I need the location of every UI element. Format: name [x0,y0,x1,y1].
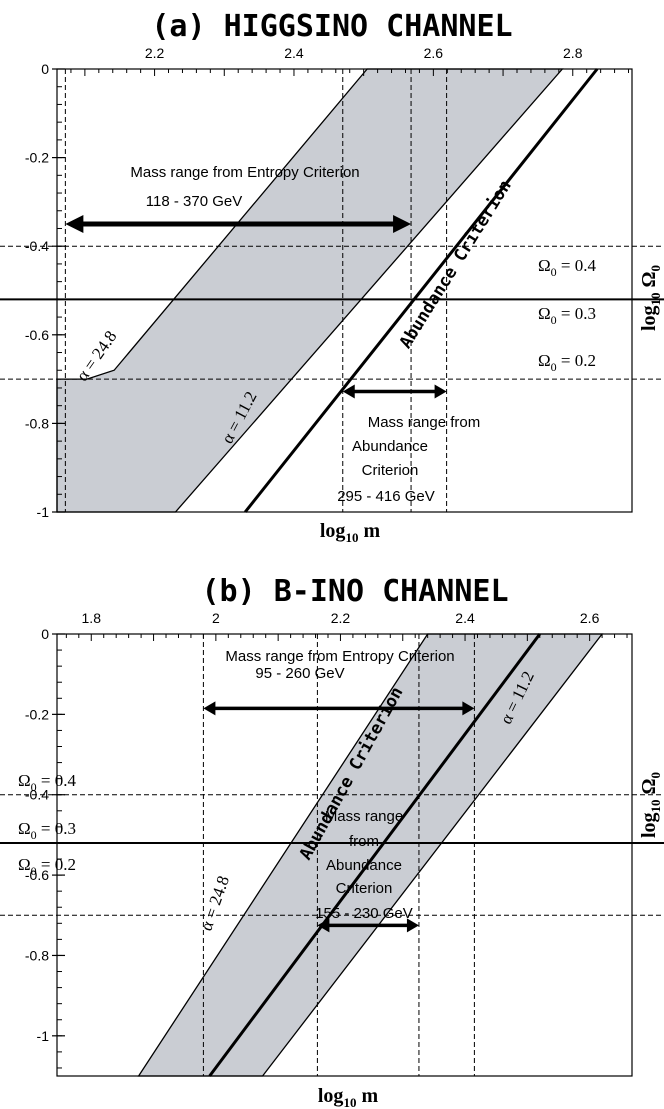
panel-a-omega-0-2: Ω0 = 0.2 [538,351,596,374]
panel-b-x-tick-label: 2.4 [455,610,475,626]
panel-a-abundance-label-1: Mass range from [368,414,481,431]
panel-b-omega-0-2: Ω0 = 0.2 [18,855,76,878]
panel-b-alpha-24-8: α = 24.8 [197,873,233,933]
panel-b-abundance-range: 155 - 230 GeV [315,905,413,922]
panel-a-entropy-label: Mass range from Entropy Criterion [130,164,359,181]
panel-b-y-axis-label: log10 Ω0 [638,772,663,838]
panel-b-abundance-label-3: Abundance [326,857,402,874]
panel-b-abundance-label-1: Mass range [325,808,403,825]
panel-b-mass-range-arrow-0 [203,701,475,716]
panel-a-x-axis-label: log10 m [320,520,381,545]
panel-b-mass-range-arrow-1 [317,918,419,933]
panel-a-abundance-range: 295 - 416 GeV [337,488,435,505]
panel-b-entropy-range: 95 - 260 GeV [255,665,344,682]
panel-a-omega-0-3: Ω0 = 0.3 [538,304,596,327]
panel-b-bino: (b) B-INO CHANNEL 1.8 2 2.2 2.4 2.6 0 -0.2 -0.4… [0,574,664,1109]
panel-b-y-tick-label: -1 [37,1028,50,1044]
panel-b-alpha-band [137,633,604,1077]
panel-a-y-axis-label: log10 Ω0 [638,265,663,331]
panel-b-y-tick-label: 0 [41,626,49,642]
panel-b-x-axis-label: log10 m [318,1085,379,1109]
panel-a-y-tick-label: 0 [41,61,49,77]
panel-a-abundance-label-3: Criterion [362,462,419,479]
panel-a-mass-range-arrow-1 [342,384,447,399]
panel-b-x-tick-label: 2.2 [331,610,351,626]
panel-b-omega-0-4: Ω0 = 0.4 [18,771,76,794]
panel-b-title: (b) B-INO CHANNEL [201,574,508,609]
panel-b-abundance-label-2: from [349,833,379,850]
panel-a-entropy-range: 118 - 370 GeV [146,193,242,210]
panel-a-y-tick-label: -0.6 [25,327,49,343]
panel-a-alpha-band [56,68,564,513]
panel-a-title: (a) HIGGSINO CHANNEL [151,9,512,44]
panel-a-x-tick-label: 2.6 [424,45,444,61]
panel-b-plot-frame [56,633,633,1077]
panel-a-x-tick-label: 2.8 [563,45,583,61]
panel-a-abundance-criterion-line [244,68,599,513]
panel-a-x-tick-label: 2.4 [284,45,304,61]
panel-b-y-tick-label: -0.2 [25,706,49,722]
panel-a-mass-range-arrow-0 [65,215,412,234]
panel-a-x-tick-label: 2.2 [145,45,165,61]
panel-a-y-tick-label: -0.2 [25,150,49,166]
panel-b-abundance-label-4: Criterion [336,880,393,897]
panel-b-abundance-criterion-line [208,633,542,1077]
panel-a-plot-frame [56,68,633,513]
panel-b-omega-0-3: Ω0 = 0.3 [18,819,76,842]
panel-b-x-tick-label: 1.8 [82,610,102,626]
panel-b-y-tick-label: -0.6 [25,867,49,883]
panel-b-x-tick-label: 2.6 [580,610,600,626]
panel-b-y-tick-label: -0.4 [25,787,49,803]
panel-a-y-tick-label: -1 [37,504,50,520]
panel-a-omega-0-4: Ω0 = 0.4 [538,256,596,279]
panel-b-x-tick-label: 2 [212,610,220,626]
panel-a-abundance-label-2: Abundance [352,438,428,455]
panel-a-higgsino: (a) HIGGSINO CHANNEL 2.2 2.4 2.6 2.8 0 -0.2 -0… [0,9,664,545]
panel-b-y-tick-label: -0.8 [25,947,49,963]
panel-a-y-tick-label: -0.8 [25,415,49,431]
panel-a-y-tick-label: -0.4 [25,238,49,254]
panel-b-entropy-label: Mass range from Entropy Criterion [225,648,454,665]
